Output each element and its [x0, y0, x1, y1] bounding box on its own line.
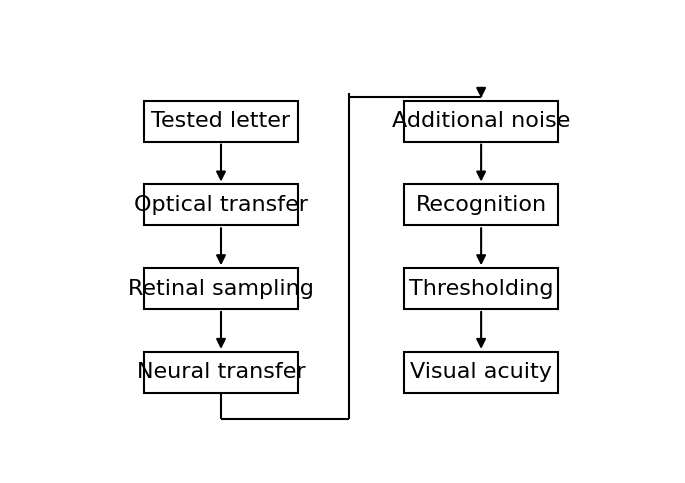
Text: Tested letter: Tested letter: [151, 111, 290, 131]
FancyBboxPatch shape: [144, 352, 298, 393]
FancyBboxPatch shape: [144, 185, 298, 225]
Text: Recognition: Recognition: [416, 195, 547, 215]
Text: Thresholding: Thresholding: [409, 279, 553, 298]
Text: Visual acuity: Visual acuity: [410, 362, 552, 382]
Text: Retinal sampling: Retinal sampling: [128, 279, 314, 298]
FancyBboxPatch shape: [404, 268, 558, 309]
Text: Additional noise: Additional noise: [392, 111, 571, 131]
FancyBboxPatch shape: [144, 101, 298, 142]
FancyBboxPatch shape: [144, 268, 298, 309]
Text: Optical transfer: Optical transfer: [134, 195, 308, 215]
Text: Neural transfer: Neural transfer: [137, 362, 306, 382]
FancyBboxPatch shape: [404, 185, 558, 225]
FancyBboxPatch shape: [404, 101, 558, 142]
FancyBboxPatch shape: [404, 352, 558, 393]
